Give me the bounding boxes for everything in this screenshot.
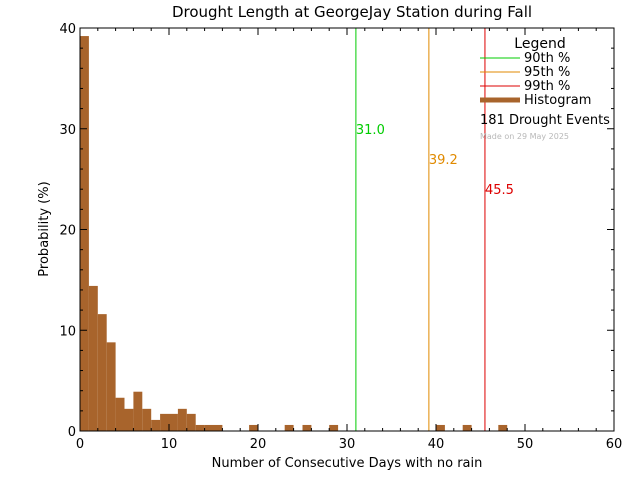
- legend-entries: 90th %95th %99th %Histogram: [480, 51, 591, 108]
- drought-events-count: 181 Drought Events: [480, 113, 610, 128]
- y-tick-label-0: 0: [68, 425, 76, 440]
- x-tick-label-6: 60: [606, 437, 623, 452]
- histogram-bar-0: [80, 36, 89, 432]
- histogram-bar-1: [88, 285, 98, 431]
- y-tick-label-2: 20: [59, 224, 76, 239]
- histogram-bar-15: [213, 424, 223, 431]
- made-on-date: Made on 29 May 2025: [480, 132, 569, 141]
- histogram-bar-14: [204, 424, 214, 431]
- histogram-bar-22: [498, 424, 508, 431]
- histogram-bar-2: [97, 314, 107, 431]
- x-tick-label-5: 50: [517, 437, 534, 452]
- legend-label-3: Histogram: [524, 93, 591, 108]
- chart-title: Drought Length at GeorgeJay Station duri…: [172, 3, 532, 21]
- legend-title: Legend: [514, 36, 565, 52]
- histogram-bar-3: [106, 342, 116, 431]
- legend: Legend 90th %95th %99th %Histogram 181 D…: [480, 36, 610, 141]
- x-axis-label: Number of Consecutive Days with no rain: [212, 456, 483, 471]
- histogram-bar-17: [284, 424, 294, 431]
- x-tick-label-1: 10: [161, 437, 178, 452]
- x-tick-label-0: 0: [76, 437, 84, 452]
- percentile-label-0: 31.0: [356, 123, 385, 138]
- histogram-bar-5: [124, 408, 134, 431]
- histogram-bar-11: [177, 408, 187, 431]
- histogram-bar-7: [142, 408, 152, 431]
- x-tick-label-3: 30: [339, 437, 356, 452]
- histogram-bar-18: [302, 424, 312, 431]
- histogram-bar-4: [115, 397, 125, 431]
- histogram-bar-20: [436, 424, 445, 431]
- percentile-label-1: 39.2: [429, 153, 458, 168]
- percentile-lines: 31.0 39.2 45.5: [355, 28, 514, 431]
- x-tick-label-4: 40: [428, 437, 445, 452]
- histogram-bar-12: [186, 413, 196, 431]
- legend-label-2: 99th %: [524, 79, 570, 94]
- y-axis-label: Probability (%): [37, 181, 52, 276]
- histogram-bars: [80, 36, 508, 432]
- histogram-bar-19: [329, 424, 339, 431]
- histogram-bar-10: [169, 413, 178, 431]
- histogram-bar-16: [249, 424, 258, 431]
- y-tick-label-4: 40: [59, 22, 76, 37]
- histogram-bar-6: [133, 391, 143, 431]
- legend-label-0: 90th %: [524, 51, 570, 66]
- histogram-bar-13: [195, 424, 205, 431]
- legend-label-1: 95th %: [524, 65, 570, 80]
- x-tick-label-2: 20: [250, 437, 267, 452]
- x-axis: 0 10 20 30 40 50 60: [76, 28, 622, 452]
- histogram-bar-9: [160, 413, 169, 431]
- y-tick-label-3: 30: [59, 123, 76, 138]
- y-axis: 0 10 20 30 40: [59, 22, 614, 440]
- histogram-bar-8: [151, 419, 161, 431]
- y-tick-label-1: 10: [59, 324, 76, 339]
- percentile-label-2: 45.5: [485, 183, 514, 198]
- histogram-bar-21: [462, 424, 472, 431]
